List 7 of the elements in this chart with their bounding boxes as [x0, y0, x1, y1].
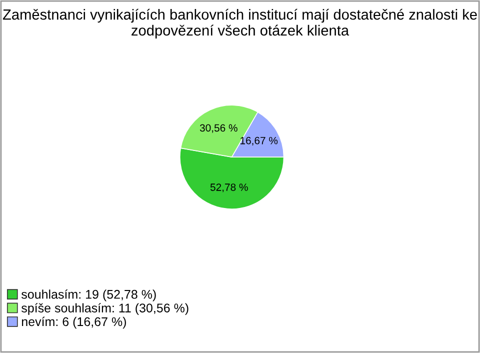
legend-label: spíše souhlasím: 11 (30,56 %) — [22, 303, 188, 315]
data-label: 16,67 % — [240, 136, 278, 146]
chart-title: Zaměstnanci vynikajících bankovních institucí mají dostatečné znalosti ke zodpovězení všech otázek klienta — [2, 8, 477, 39]
legend-label: souhlasím: 19 (52,78 %) — [22, 289, 156, 302]
data-label: 52,78 % — [210, 184, 248, 192]
legend-label: nevím: 6 (16,67 %) — [22, 316, 126, 329]
data-label: 30,56 % — [200, 124, 238, 133]
